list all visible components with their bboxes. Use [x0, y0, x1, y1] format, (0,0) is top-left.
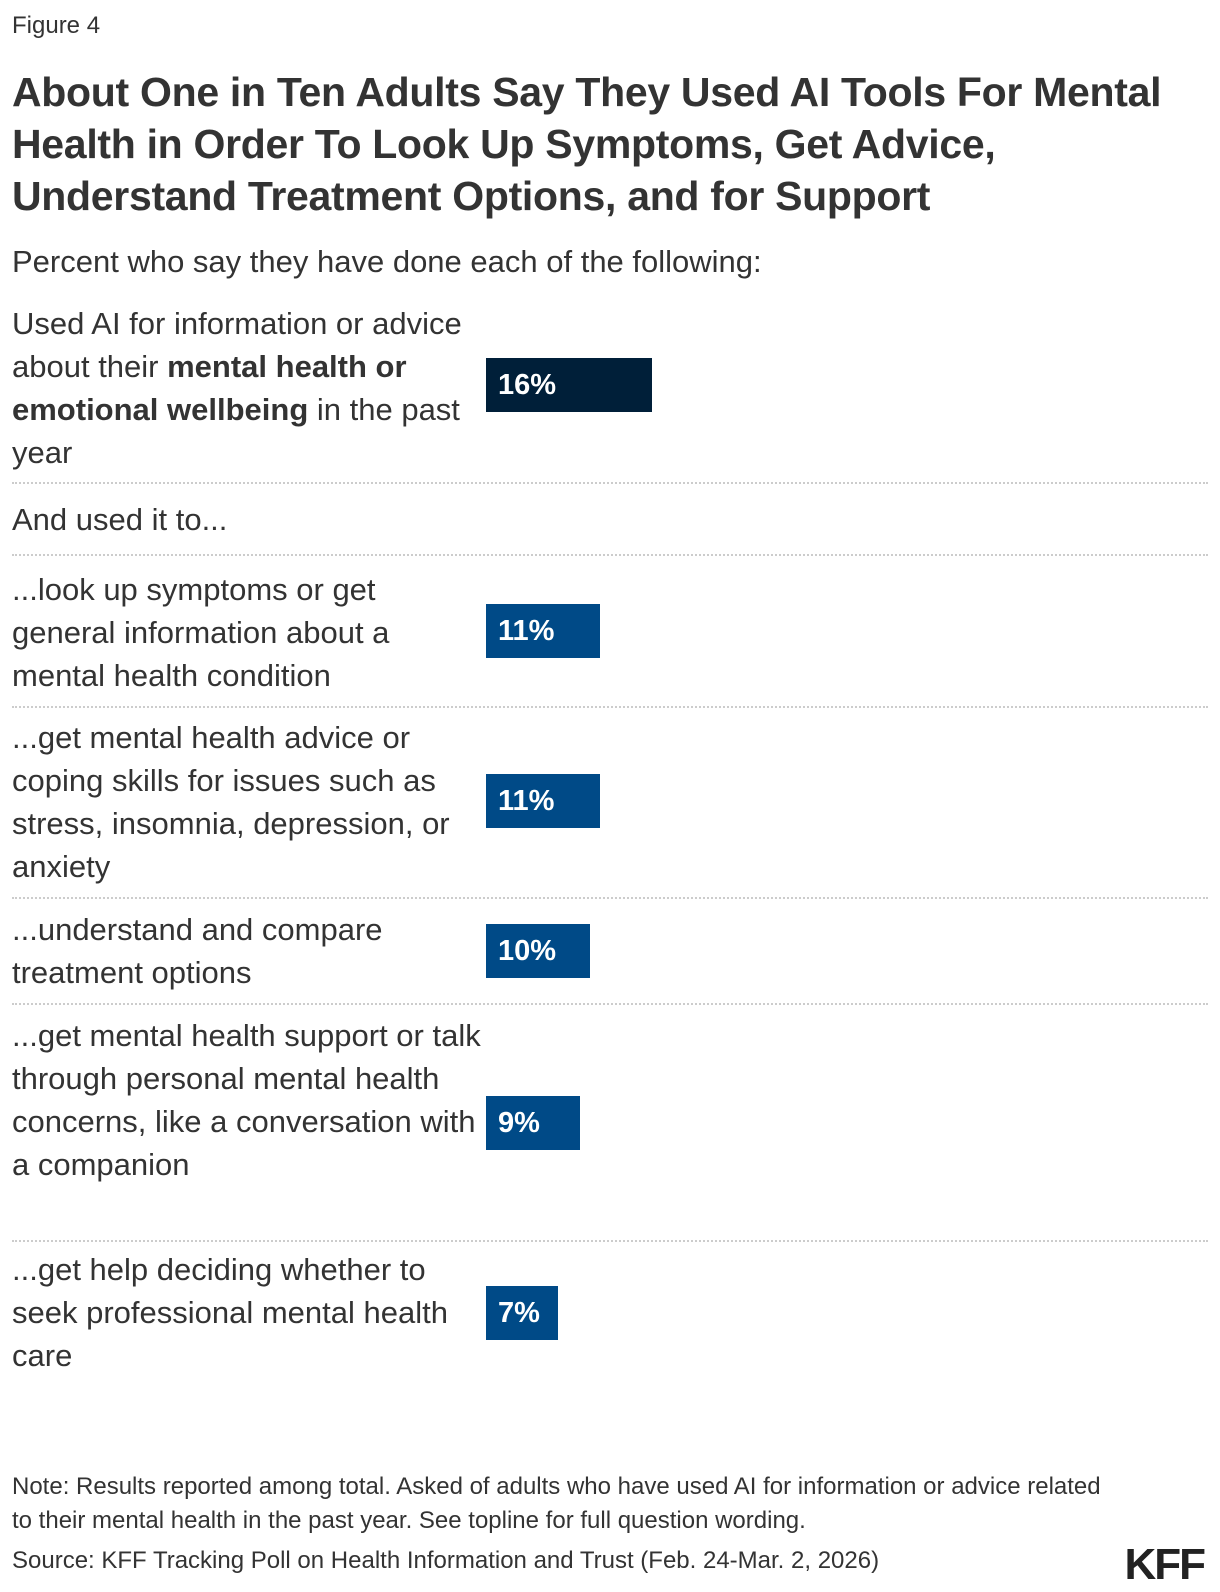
divider: [12, 1003, 1208, 1005]
divider: [12, 1240, 1208, 1242]
bar-11: 11%: [486, 774, 600, 828]
figure-label: Figure 4: [12, 12, 101, 39]
kff-logo: KFF: [1124, 1540, 1206, 1589]
bar-label: ...get mental health advice or coping sk…: [12, 720, 450, 884]
bar-label: ...look up symptoms or get general infor…: [12, 572, 390, 693]
chart-note: Note: Results reported among total. Aske…: [12, 1473, 1101, 1534]
chart-title: About One in Ten Adults Say They Used AI…: [12, 69, 1162, 219]
bar-9: 9%: [486, 1096, 580, 1150]
bar-10: 10%: [486, 924, 590, 978]
chart-subtitle: Percent who say they have done each of t…: [12, 244, 762, 279]
bar-16: 16%: [486, 358, 652, 412]
bar-11: 11%: [486, 604, 600, 658]
section-label: And used it to...: [12, 502, 228, 537]
bar-label: ...understand and compare treatment opti…: [12, 912, 383, 990]
divider: [12, 482, 1208, 484]
divider: [12, 897, 1208, 899]
bar-label: ...get help deciding whether to seek pro…: [12, 1252, 448, 1373]
bar-label: Used AI for information or advice about …: [12, 306, 462, 470]
bar-label: ...get mental health support or talk thr…: [12, 1018, 481, 1182]
divider: [12, 554, 1208, 556]
divider: [12, 706, 1208, 708]
chart-source: Source: KFF Tracking Poll on Health Info…: [12, 1547, 880, 1574]
bar-7: 7%: [486, 1286, 558, 1340]
